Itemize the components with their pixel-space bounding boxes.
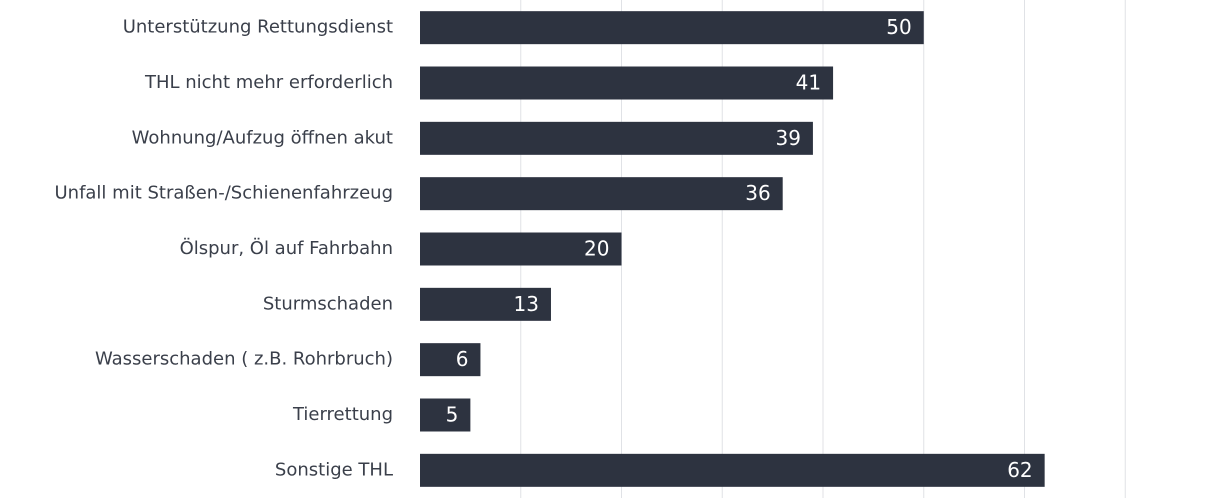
y-tick-label: THL nicht mehr erforderlich (144, 72, 393, 93)
bar (420, 343, 481, 377)
y-tick-label: Unfall mit Straßen-/Schienenfahrzeug (54, 183, 393, 204)
value-label: 36 (745, 181, 770, 205)
bar (420, 177, 783, 211)
bar (420, 398, 471, 432)
value-label: 5 (446, 403, 459, 427)
bar (420, 66, 834, 100)
value-label: 41 (796, 71, 821, 95)
value-label: 62 (1007, 458, 1032, 482)
bar (420, 11, 924, 45)
y-tick-label: Sturmschaden (263, 293, 393, 314)
value-label: 20 (584, 237, 609, 261)
y-tick-label: Tierrettung (292, 404, 393, 425)
value-label: 39 (775, 126, 800, 150)
y-tick-label: Sonstige THL (275, 459, 393, 480)
y-tick-label: Wohnung/Aufzug öffnen akut (132, 127, 393, 148)
y-tick-label: Wasserschaden ( z.B. Rohrbruch) (95, 349, 393, 370)
bar (420, 232, 622, 266)
y-tick-label: Ölspur, Öl auf Fahrbahn (180, 237, 393, 259)
value-label: 6 (456, 347, 469, 371)
bar (420, 453, 1045, 487)
value-label: 13 (514, 292, 539, 316)
y-tick-label: Unterstützung Rettungsdienst (123, 17, 393, 38)
value-label: 50 (886, 15, 911, 39)
bar (420, 287, 551, 321)
bar (420, 121, 813, 155)
